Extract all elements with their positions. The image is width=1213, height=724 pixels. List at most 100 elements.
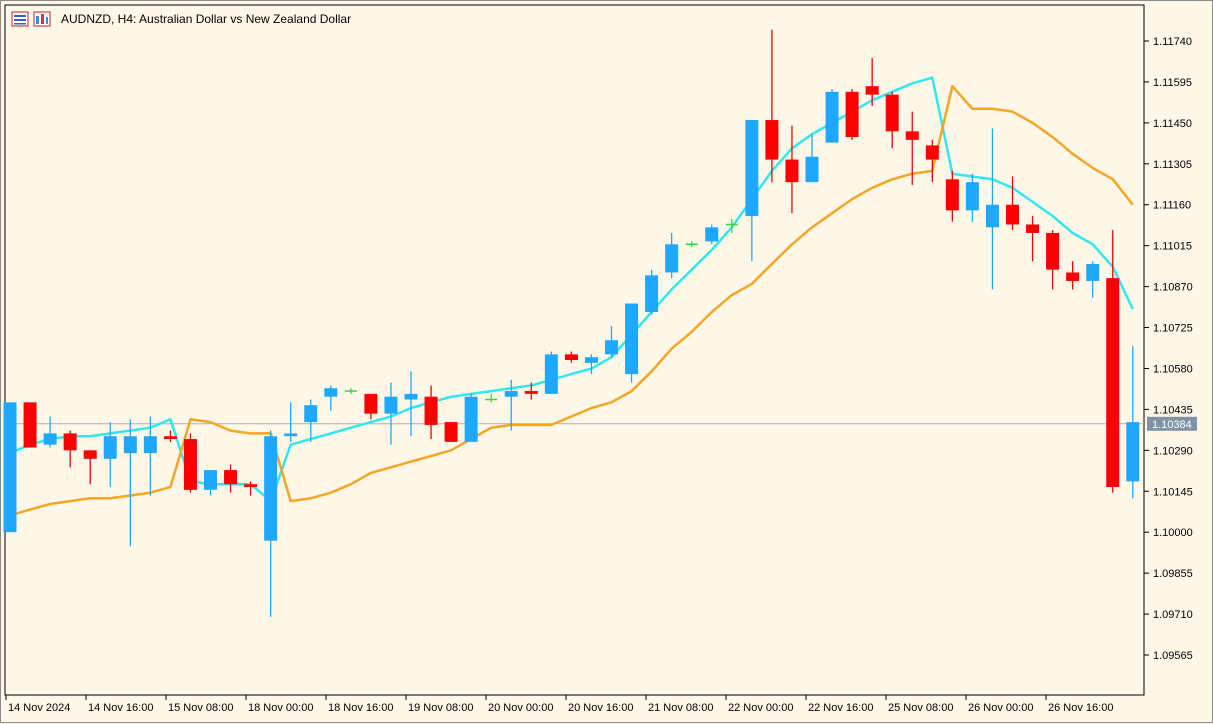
candle-body (224, 470, 238, 485)
time-tick-label: 14 Nov 2024 (8, 702, 70, 714)
fast-ma-line (9, 76, 1134, 503)
candles (3, 29, 1140, 617)
candle (424, 385, 438, 440)
candle (945, 170, 959, 222)
candle (504, 379, 518, 431)
price-tick-label: 1.11595 (1153, 77, 1192, 89)
price-tick-label: 1.10435 (1153, 404, 1193, 416)
current-price-tag: 1.10384 (1147, 416, 1197, 431)
candle-body (123, 436, 137, 454)
time-tick-label: 18 Nov 16:00 (328, 702, 393, 714)
candle-body (985, 204, 999, 228)
candle (1126, 345, 1140, 499)
candle (63, 430, 77, 468)
candle (224, 464, 238, 493)
candle-body (584, 357, 598, 363)
time-tick-label: 20 Nov 00:00 (488, 702, 553, 714)
candle-body (444, 422, 458, 442)
candle-body (464, 396, 478, 442)
chart-bars-icon[interactable] (11, 11, 29, 27)
price-tick-label: 1.10000 (1153, 527, 1193, 539)
price-tick-label: 1.10870 (1153, 282, 1193, 294)
candle (324, 385, 338, 411)
price-tick-label: 1.11160 (1153, 200, 1191, 212)
chart-window-icon[interactable] (33, 11, 51, 27)
price-tag-box (1147, 416, 1197, 431)
candle (344, 388, 357, 394)
candle (163, 430, 177, 442)
candle (364, 393, 378, 420)
candle (544, 351, 558, 394)
candle-body (625, 303, 639, 375)
candle-body (23, 402, 37, 448)
price-tick-label: 1.10580 (1153, 363, 1193, 375)
candle (965, 173, 979, 222)
candle (745, 120, 759, 262)
candle (3, 402, 17, 533)
price-tick-label: 1.09710 (1153, 609, 1193, 621)
time-tick-label: 26 Nov 00:00 (968, 702, 1033, 714)
candle-body (364, 393, 378, 414)
price-axis: 1.11740 1.11595 1.11450 1.11305 1.11160 1.110… (1144, 36, 1193, 662)
candle-body (143, 436, 157, 454)
candle (1046, 230, 1060, 290)
candle-body (785, 159, 799, 183)
candle (244, 481, 258, 496)
candle (885, 91, 899, 149)
candle (384, 382, 398, 445)
candle-body (384, 396, 398, 414)
candle (404, 371, 418, 437)
candle-body (324, 388, 338, 397)
candle-body (1126, 422, 1140, 482)
candle (1106, 230, 1120, 493)
candle-body (945, 179, 959, 211)
time-tick-label: 19 Nov 08:00 (408, 702, 473, 714)
candle-body (183, 439, 197, 490)
candle-body (825, 91, 839, 143)
candle-body (1086, 264, 1100, 281)
candle-body (665, 244, 679, 273)
candle (805, 134, 819, 183)
candle (645, 269, 659, 315)
candle-body (865, 86, 879, 95)
candle-body (544, 354, 558, 394)
candle-body (1006, 204, 1019, 225)
slow-ma-polyline (9, 84, 1134, 517)
candle-body (925, 145, 939, 160)
candle-body (103, 436, 117, 459)
candle-body (605, 340, 618, 355)
price-tick-label: 1.09855 (1153, 568, 1193, 580)
candle-body (564, 354, 578, 360)
slow-ma-line (9, 84, 1134, 517)
candle-body (43, 433, 57, 445)
time-tick-label: 18 Nov 00:00 (248, 702, 313, 714)
candle-body (63, 433, 77, 451)
candle-body (765, 120, 779, 160)
chart-title: AUDNZD, H4: Australian Dollar vs New Zea… (61, 12, 352, 26)
candle (304, 399, 318, 442)
candle-body (885, 94, 899, 132)
price-tag-label: 1.10384 (1152, 419, 1192, 431)
candle (464, 393, 478, 442)
candle-body (965, 182, 979, 211)
candle-body (524, 391, 538, 394)
candle-body (304, 405, 318, 423)
candle-body (244, 484, 258, 488)
candle (985, 128, 999, 290)
candle (584, 354, 598, 375)
price-tick-label: 1.11305 (1153, 159, 1192, 171)
candle (685, 241, 698, 248)
price-tick-label: 1.11450 (1153, 118, 1192, 130)
candle (284, 402, 298, 442)
chart-header: AUDNZD, H4: Australian Dollar vs New Zea… (11, 10, 351, 28)
candle (845, 88, 859, 140)
candle-body (1046, 232, 1060, 270)
candle (825, 88, 839, 143)
candle (83, 450, 97, 485)
candle-body (845, 91, 859, 137)
candle-body (645, 275, 659, 313)
price-tick-label: 1.09565 (1153, 650, 1193, 662)
price-tick-label: 1.11015 (1153, 241, 1192, 253)
